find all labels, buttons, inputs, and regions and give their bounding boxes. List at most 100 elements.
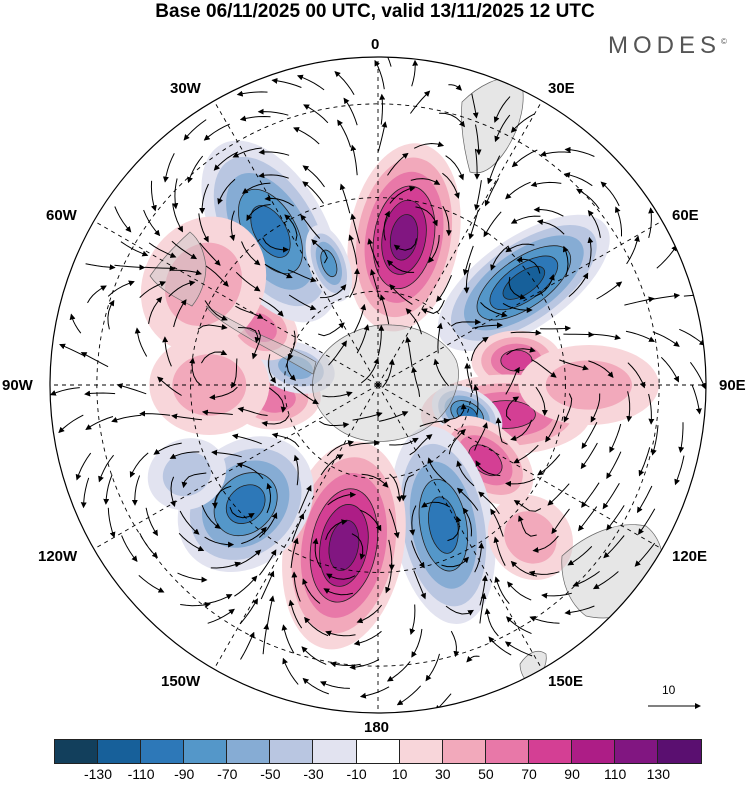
wind-arrow: [463, 262, 471, 294]
wind-arrow: [442, 172, 460, 199]
wind-arrow: [199, 242, 221, 266]
wind-arrow: [568, 272, 589, 297]
wind-arrow: [311, 239, 328, 264]
wind-arrow: [387, 152, 409, 176]
wind-arrow: [150, 180, 157, 212]
wind-arrow: [505, 478, 536, 487]
wind-arrow: [268, 354, 276, 384]
wind-arrow: [379, 93, 386, 125]
wind-arrow: [577, 506, 598, 532]
wind-arrow: [322, 391, 353, 398]
wind-arrow: [528, 570, 560, 577]
wind-arrow: [170, 476, 176, 507]
wind-arrow: [288, 294, 317, 311]
wind-arrow: [284, 214, 298, 242]
anomaly-contour: [162, 451, 211, 497]
wind-arrow: [386, 661, 411, 682]
wind-arrow: [411, 628, 423, 658]
meridian: [213, 384, 379, 670]
wind-arrow: [540, 325, 572, 332]
wind-arrow: [148, 296, 163, 324]
wind-arrow: [581, 421, 598, 450]
wind-arrow: [379, 294, 390, 325]
wind-arrow: [330, 661, 361, 668]
wind-arrow: [178, 532, 205, 552]
wind-arrow: [281, 624, 295, 654]
wind-arrow: [445, 155, 464, 181]
wind-arrow: [443, 403, 467, 421]
wind-arrow: [409, 604, 416, 635]
lon-label-180: 180: [364, 719, 390, 736]
wind-arrow: [349, 268, 361, 298]
colorbar: [54, 739, 703, 764]
wind-arrow: [564, 146, 595, 157]
colorbar-cell: [141, 739, 185, 764]
wind-arrow: [261, 415, 290, 427]
wind-arrow: [103, 474, 113, 505]
wind-arrow: [369, 268, 380, 299]
wind-arrow: [157, 376, 182, 396]
wind-arrow: [510, 215, 541, 224]
wind-arrow: [377, 121, 388, 152]
wind-arrow: [510, 419, 532, 442]
wind-arrow: [393, 238, 417, 251]
wind-arrow: [450, 630, 460, 658]
wind-arrow: [291, 571, 301, 602]
wind-arrow: [353, 630, 382, 646]
wind-arrow: [410, 540, 425, 569]
wind-arrow: [590, 393, 601, 423]
wind-arrow: [290, 537, 299, 568]
wind-arrow: [87, 285, 107, 304]
wind-arrow: [234, 575, 258, 597]
wind-vectors: [50, 57, 706, 712]
colorbar-cell: [615, 739, 659, 764]
lon-label-150w: 150W: [161, 673, 201, 690]
lon-label-90w: 90W: [2, 377, 33, 394]
wind-arrow: [296, 74, 325, 91]
wind-arrow: [411, 366, 421, 397]
wind-arrow: [179, 510, 200, 535]
wind-arrow: [470, 336, 489, 362]
wind-arrow: [204, 536, 235, 548]
wind-arrow: [602, 482, 620, 510]
anomaly-contour: [502, 265, 546, 300]
wind-arrow: [377, 324, 385, 356]
anomaly-contour: [320, 249, 338, 278]
wind-arrow: [545, 414, 560, 443]
wind-arrow: [378, 411, 409, 422]
wind-arrow: [474, 542, 485, 573]
wind-arrow: [251, 329, 261, 360]
wind-arrow: [494, 114, 511, 143]
wind-arrow: [587, 236, 594, 268]
wind-arrow: [547, 483, 570, 506]
wind-arrow: [508, 276, 527, 300]
colorbar-tick-label: 90: [564, 766, 580, 782]
wind-arrow: [259, 297, 284, 317]
wind-arrow: [507, 581, 532, 601]
wind-arrow: [168, 280, 196, 297]
colorbar-cell: [528, 739, 573, 764]
anomaly-contour: [504, 511, 557, 564]
anomaly-negative: [147, 438, 227, 511]
anomaly-contour: [278, 355, 313, 380]
wind-arrow: [415, 206, 438, 227]
colorbar-cell: [485, 739, 529, 764]
wind-arrow: [356, 604, 382, 624]
wind-arrow: [510, 329, 542, 336]
wind-arrow: [84, 390, 116, 397]
colorbar-tick-label: -10: [346, 766, 367, 782]
wind-arrow: [531, 359, 557, 378]
wind-arrow: [472, 322, 503, 329]
wind-arrow: [351, 533, 366, 560]
lon-label-150e: 150E: [548, 673, 584, 690]
wind-arrow: [262, 237, 289, 253]
wind-arrow: [530, 181, 562, 188]
wind-arrow: [551, 508, 570, 535]
wind-arrow: [134, 327, 148, 357]
wind-arrow: [603, 535, 625, 559]
wind-arrow: [246, 204, 271, 222]
wind-arrow: [614, 206, 622, 237]
wind-arrow: [107, 507, 116, 539]
wind-arrow: [207, 608, 235, 624]
wind-arrow: [490, 508, 504, 537]
